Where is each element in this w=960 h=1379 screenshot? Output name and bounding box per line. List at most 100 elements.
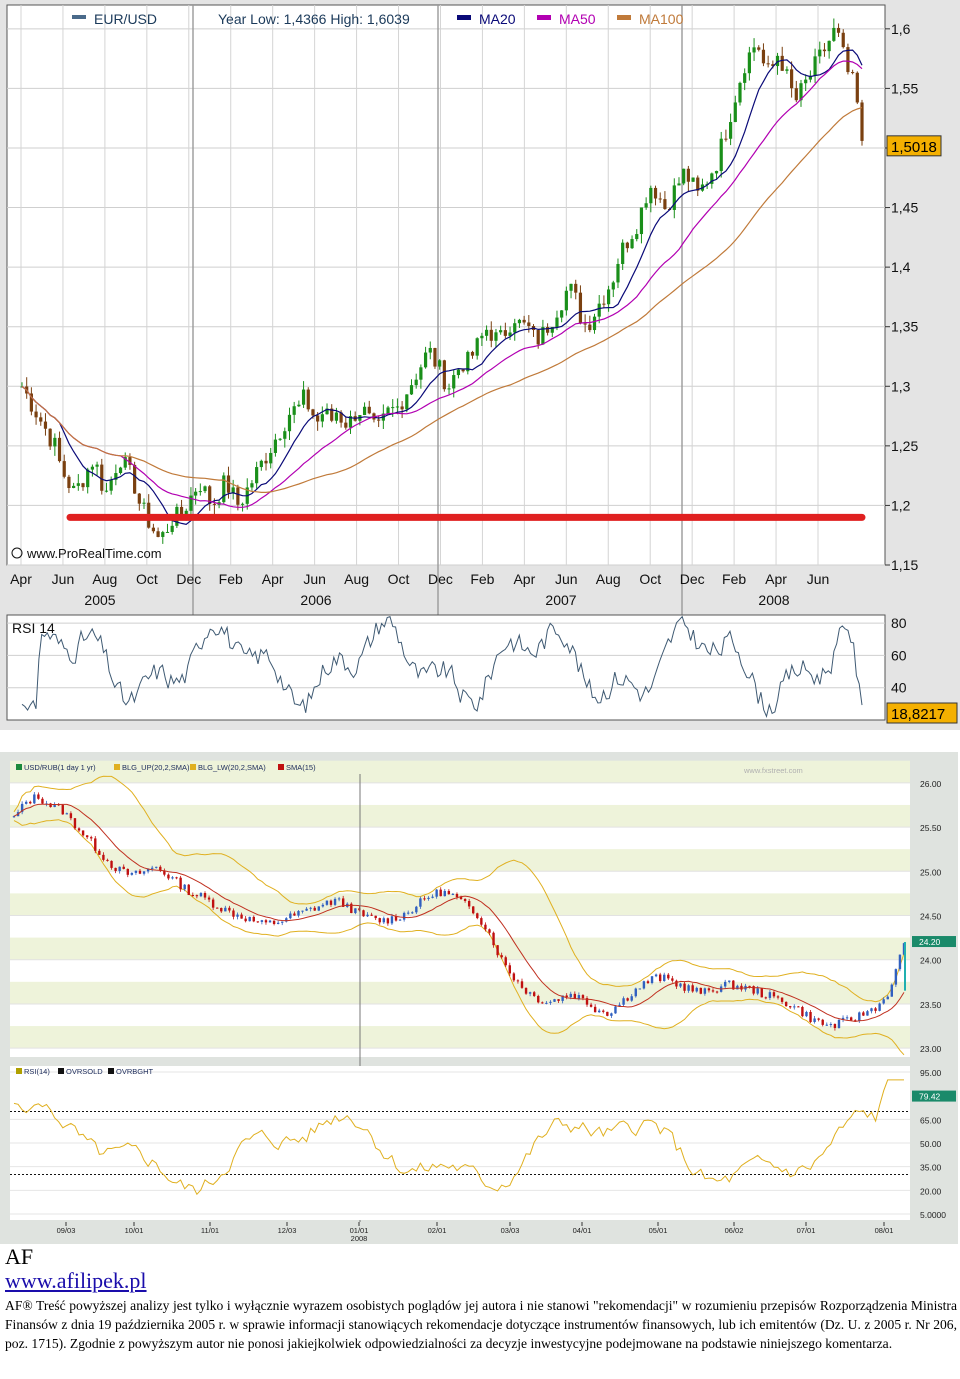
rsi-label: RSI 14	[12, 620, 55, 636]
x-month-label: Apr	[765, 571, 787, 587]
price-candle	[561, 995, 564, 1001]
price-candle	[743, 73, 747, 83]
y-tick-label: 1,55	[891, 80, 918, 96]
price-candle	[799, 83, 803, 101]
price-candle	[459, 897, 463, 900]
x-tick-label: 02/01	[428, 1226, 447, 1235]
x-tick-label: 04/01	[573, 1226, 592, 1235]
background-band	[10, 1026, 910, 1049]
price-candle	[289, 913, 292, 919]
price-candle	[118, 866, 121, 872]
price-candle	[203, 893, 207, 898]
price-candle	[524, 987, 528, 994]
y-tick-label: 24.50	[920, 912, 942, 922]
rsi-last-marker	[886, 702, 958, 724]
rsi-tick-label: 95.00	[920, 1068, 942, 1078]
rsi-last-marker	[912, 1090, 956, 1102]
legend-item-ma50: MA50	[559, 11, 596, 27]
price-candle	[577, 995, 581, 999]
price-candle	[672, 185, 676, 210]
price-candle	[427, 897, 430, 899]
price-candle	[646, 981, 650, 984]
price-candle	[520, 981, 524, 988]
x-month-label: Oct	[388, 571, 410, 587]
price-candle	[845, 1017, 849, 1019]
last-price-label: 24.20	[919, 937, 941, 947]
price-candle	[278, 438, 282, 440]
rsi-legend-swatch	[58, 1068, 64, 1074]
background-band	[10, 893, 910, 916]
price-candle	[409, 385, 414, 395]
rsi-last-label: 79.42	[919, 1092, 941, 1102]
price-candle	[663, 974, 666, 982]
price-candle	[475, 338, 479, 356]
price-candle	[81, 483, 85, 488]
price-candle	[527, 322, 531, 326]
price-candle	[565, 995, 568, 998]
y-tick-label: 1,35	[891, 319, 918, 335]
price-candle	[508, 332, 512, 336]
price-candle	[736, 985, 739, 990]
price-candle	[320, 414, 324, 422]
price-candle	[593, 1006, 597, 1013]
price-candle	[29, 801, 32, 804]
price-candle	[220, 907, 223, 912]
price-candle	[344, 422, 348, 428]
price-candle	[602, 303, 606, 305]
price-candle	[649, 187, 653, 204]
price-candle	[606, 1011, 609, 1016]
price-candle	[126, 868, 129, 875]
price-candle	[199, 893, 203, 897]
price-candle	[438, 360, 442, 367]
price-candle	[419, 898, 422, 907]
price-candle	[313, 907, 316, 911]
price-candle	[255, 467, 259, 484]
price-candle	[898, 954, 902, 970]
x-year-label: 2006	[300, 592, 331, 608]
price-candle	[480, 335, 484, 339]
price-candle	[638, 988, 642, 990]
y-tick-label: 23.50	[920, 1000, 942, 1010]
price-candle	[106, 859, 109, 861]
price-candle	[508, 965, 511, 974]
price-candle	[428, 347, 432, 353]
price-candle	[189, 495, 193, 511]
price-candle	[833, 1024, 837, 1029]
price-candle	[386, 918, 390, 924]
price-candle	[72, 485, 76, 489]
x-year-label: 2007	[545, 592, 576, 608]
price-candle	[793, 1006, 796, 1008]
price-candle	[62, 461, 66, 477]
x-month-label: Aug	[596, 571, 621, 587]
price-candle	[472, 906, 475, 914]
bollinger-lower-line	[13, 819, 905, 1056]
x-month-label: Jun	[52, 571, 75, 587]
price-candle	[86, 469, 90, 488]
price-candle	[370, 914, 373, 916]
price-candle	[537, 995, 540, 1003]
price-candle	[264, 460, 268, 464]
price-candle	[207, 897, 211, 900]
website-link[interactable]: www.afilipek.pl	[5, 1268, 147, 1293]
price-candle	[598, 1010, 601, 1013]
rsi-legend-item: RSI(14)	[24, 1067, 50, 1076]
price-candle	[809, 1011, 812, 1023]
price-candle	[407, 912, 410, 914]
price-candle	[281, 921, 284, 923]
y-tick-label: 1,25	[891, 438, 918, 454]
price-candle	[337, 898, 341, 900]
price-candle	[752, 47, 756, 53]
rsi-tick-label: 50.00	[920, 1139, 942, 1149]
price-candle	[167, 874, 170, 879]
price-candle	[822, 49, 827, 52]
price-candle	[738, 82, 742, 103]
price-candle	[29, 393, 33, 412]
price-candle	[461, 369, 465, 372]
rsi-tick-label: 35.00	[920, 1163, 942, 1173]
rsi-tick-label: 5.0000	[920, 1210, 946, 1220]
copyright-icon	[11, 547, 23, 559]
x-month-label: Jun	[303, 571, 326, 587]
price-candle	[503, 330, 507, 336]
price-candle	[541, 1002, 544, 1004]
price-candle	[675, 980, 678, 987]
